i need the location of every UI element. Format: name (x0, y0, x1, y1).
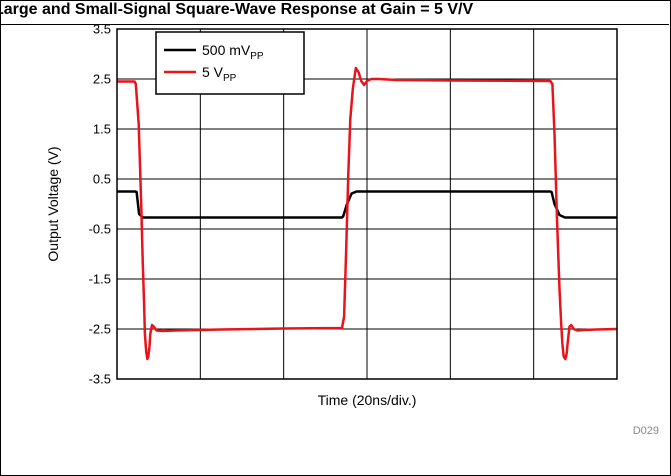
y-tick-label: -3.5 (89, 372, 111, 387)
series-layer (117, 66, 618, 361)
y-tick-label: -2.5 (89, 322, 111, 337)
legend-box (155, 31, 305, 95)
plot-area-border (116, 28, 618, 380)
y-axis-label: Output Voltage (V) (45, 146, 61, 261)
y-tick-label: 3.5 (93, 22, 111, 37)
series-line-5-vpp (117, 66, 618, 361)
y-tick-labels: 3.5 2.5 1.5 0.5 -0.5 -1.5 -2.5 -3.5 (89, 22, 111, 387)
y-tick-label: -1.5 (89, 272, 111, 287)
figure-title: Large and Small-Signal Square-Wave Respo… (0, 1, 474, 18)
x-axis-label: Time (20ns/div.) (318, 392, 417, 408)
figure-footnote: D029 (633, 425, 659, 437)
y-tick-label: 0.5 (93, 172, 111, 187)
y-tick-label: 2.5 (93, 72, 111, 87)
figure-header: Large and Small-Signal Square-Wave Respo… (0, 0, 669, 25)
y-tick-label: 1.5 (93, 122, 111, 137)
legend-entry: 5 VPP (202, 64, 237, 84)
legend-entry: 500 mVPP (202, 42, 264, 62)
y-tick-label: -0.5 (89, 222, 111, 237)
